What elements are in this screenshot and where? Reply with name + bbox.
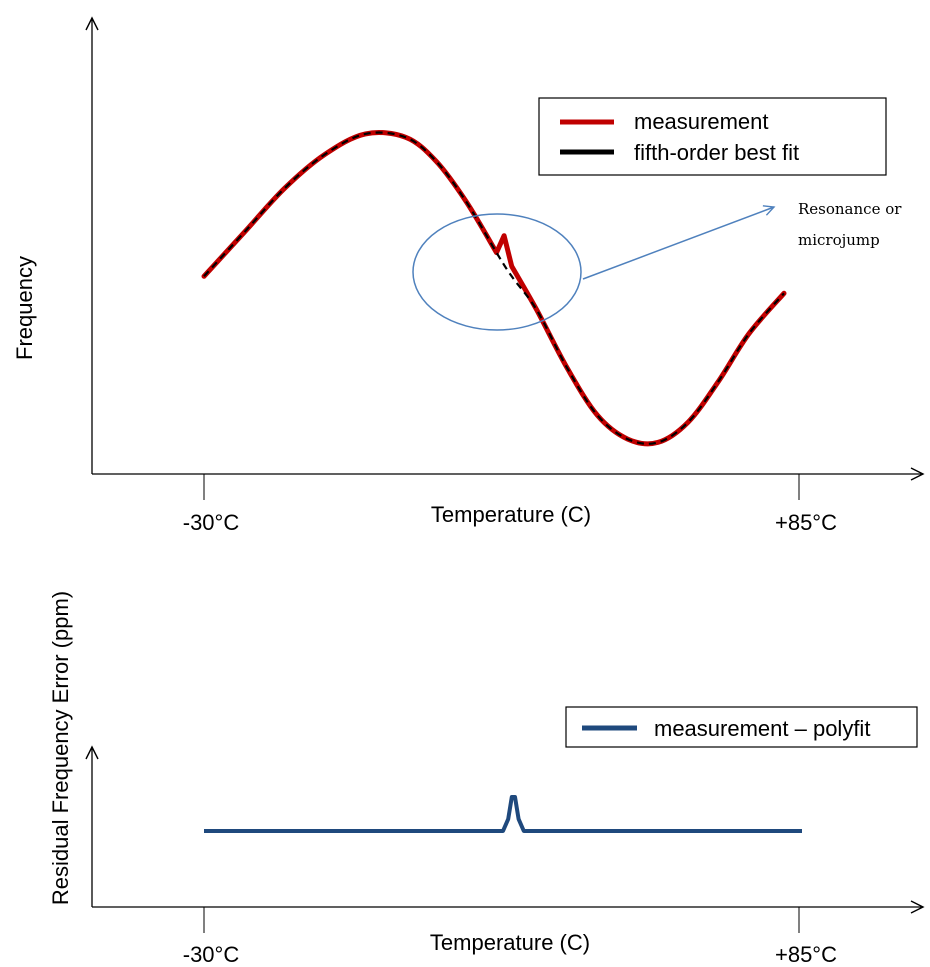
bottom-x-tick-label-min: -30°C [183, 942, 240, 967]
annotation-text-line-1: Resonance or [798, 200, 902, 218]
bottom-x-axis-label: Temperature (C) [430, 930, 590, 955]
top-x-tick-label-min: -30°C [183, 510, 240, 535]
microjump-highlight-ellipse [412, 213, 582, 331]
top-legend-box [538, 97, 887, 176]
bottom-y-axis-label: Residual Frequency Error (ppm) [48, 591, 73, 905]
top-x-axis-label: Temperature (C) [431, 502, 591, 527]
series-line-measurement-polyfit [204, 795, 802, 833]
annotation-text-line-2: microjump [798, 231, 880, 249]
top-y-axis-label: Frequency [12, 256, 37, 360]
legend-label-measurement-polyfit: measurement – polyfit [654, 716, 870, 741]
bottom-chart: -30°C +85°C Temperature (C) Residual Fre… [48, 591, 925, 967]
top-x-tick-label-max: +85°C [775, 510, 837, 535]
series-line-measurement [201, 130, 787, 447]
annotation-arrow [582, 205, 776, 280]
top-legend: measurement fifth-order best fit [538, 97, 887, 176]
series-line-fifth-order-best-fit [203, 131, 785, 445]
top-chart: -30°C +85°C Temperature (C) Frequency Re… [12, 16, 925, 535]
bottom-legend: measurement – polyfit [565, 706, 918, 748]
bottom-x-tick-label-max: +85°C [775, 942, 837, 967]
legend-label-measurement: measurement [634, 109, 769, 134]
legend-label-fifth-order-best-fit: fifth-order best fit [634, 140, 799, 165]
